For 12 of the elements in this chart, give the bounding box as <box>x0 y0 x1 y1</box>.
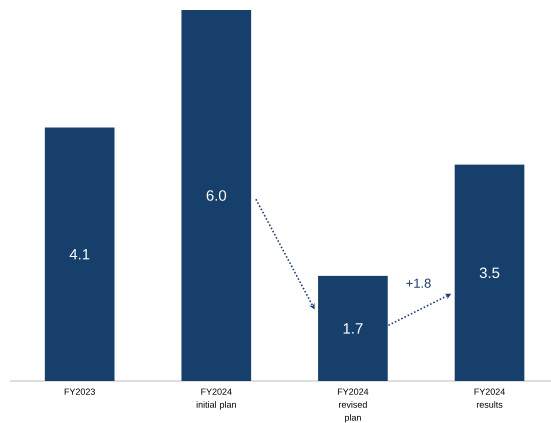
bar <box>454 164 524 381</box>
bar <box>44 127 115 381</box>
data-label: 6.0 <box>206 190 226 201</box>
data-label: 3.5 <box>480 267 500 278</box>
bar <box>181 10 252 381</box>
x-tick-label: FY2023 <box>64 388 95 395</box>
x-tick-label: FY2024 results <box>474 388 505 408</box>
data-label: 1.7 <box>344 323 363 334</box>
x-tick-label: FY2024 revised plan <box>338 388 368 423</box>
x-tick-label: FY2024 initial plan <box>196 388 236 410</box>
data-label: 4.1 <box>70 249 90 260</box>
annotation: +1.8 <box>406 278 431 288</box>
